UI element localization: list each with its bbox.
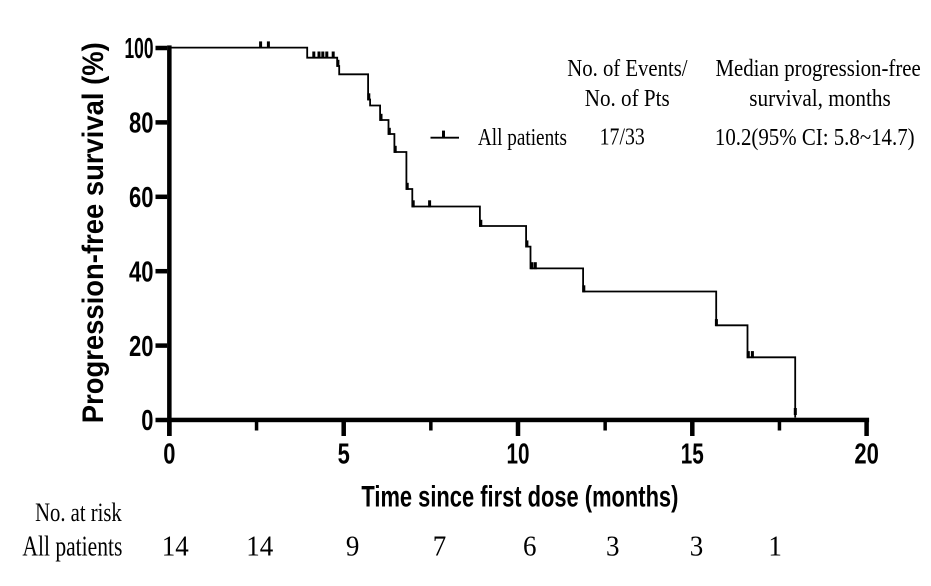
svg-text:survival, months: survival, months <box>749 86 891 112</box>
svg-text:Progression-free survival (%): Progression-free survival (%) <box>77 42 110 423</box>
svg-text:9: 9 <box>346 532 360 563</box>
svg-text:0: 0 <box>141 405 153 437</box>
svg-text:No. of Events/: No. of Events/ <box>567 56 688 82</box>
svg-text:40: 40 <box>129 256 154 288</box>
svg-text:5: 5 <box>338 439 350 471</box>
svg-text:0: 0 <box>163 439 175 471</box>
svg-text:10.2(95% CI: 5.8~14.7): 10.2(95% CI: 5.8~14.7) <box>715 125 915 151</box>
svg-text:Median progression-free: Median progression-free <box>715 56 920 82</box>
svg-text:All patients: All patients <box>478 125 567 151</box>
svg-text:80: 80 <box>129 108 154 140</box>
svg-text:100: 100 <box>125 33 154 65</box>
svg-text:15: 15 <box>681 439 704 471</box>
svg-text:17/33: 17/33 <box>600 124 645 150</box>
svg-text:20: 20 <box>129 331 154 363</box>
svg-text:60: 60 <box>129 182 154 214</box>
svg-text:Time since first dose (months): Time since first dose (months) <box>361 481 678 514</box>
svg-text:1: 1 <box>768 532 782 563</box>
svg-text:3: 3 <box>606 532 620 563</box>
svg-text:20: 20 <box>854 439 879 471</box>
svg-text:3: 3 <box>690 532 704 563</box>
svg-text:All patients: All patients <box>22 532 122 563</box>
svg-text:6: 6 <box>523 532 537 563</box>
svg-text:7: 7 <box>433 532 447 563</box>
svg-text:No. at risk: No. at risk <box>35 498 122 527</box>
svg-text:10: 10 <box>507 439 530 471</box>
svg-text:No. of Pts: No. of Pts <box>585 86 670 112</box>
svg-text:14: 14 <box>162 532 189 563</box>
svg-text:14: 14 <box>246 532 273 563</box>
